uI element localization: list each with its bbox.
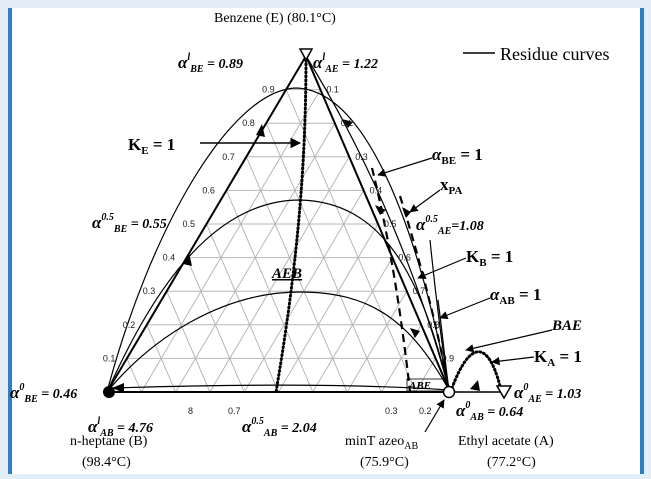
xpa-arrow	[409, 189, 441, 213]
ke-label: KE = 1	[128, 135, 175, 157]
ethyl-acetate-vertex-marker	[495, 385, 513, 400]
residue-curve-bottom	[111, 384, 450, 391]
tick-label-bottom: 0.2	[419, 406, 432, 416]
arrow-curve-2	[375, 205, 386, 215]
tick-label-left: 0.8	[242, 118, 255, 128]
legend-label: Residue curves	[500, 44, 609, 64]
bae-label: BAE	[551, 318, 582, 334]
tick-label-left: 0.1	[103, 353, 116, 363]
tick-label-left: 0.9	[262, 85, 275, 95]
tick-labels: 0.1 0.2 0.3 0.4 0.5 0.6 0.7 0.8 0.9 0.9 0.8 0.7 0.6 0…	[103, 85, 454, 416]
grid-line	[278, 223, 379, 392]
grid-line	[166, 291, 211, 392]
benzene-vertex-label: Benzene (E) (80.1°C)	[214, 11, 336, 26]
tick-label-right: 0.8	[427, 320, 440, 330]
tick-label-right: 0.4	[370, 185, 383, 195]
arrow-left-edge-upper	[256, 124, 265, 137]
arrow-curve-1	[342, 119, 353, 128]
arrow-ka	[470, 380, 480, 391]
alpha-ab-1-label: αAB = 1	[490, 285, 541, 307]
alpha-labels: αlBE = 0.89 αlAE = 1.22 α0.5BE = 0.55 α0BE …	[10, 52, 581, 439]
azeotrope-marker	[442, 385, 456, 399]
tick-label-right: 0.1	[326, 85, 339, 95]
azeotrope-temp-label: (75.9°C)	[360, 455, 409, 470]
figure-panel	[8, 8, 644, 474]
ka-label: KA = 1	[534, 347, 582, 369]
abe-region-box	[406, 378, 448, 392]
tick-label-left: 0.4	[163, 253, 176, 263]
tick-label-left: 0.2	[123, 320, 136, 330]
grid-line	[175, 122, 336, 392]
kb-arrow	[417, 257, 467, 279]
abe-region-label: ABE	[408, 380, 431, 392]
azeo-arrow	[424, 399, 445, 433]
grid-line	[209, 156, 350, 392]
tick-label-right: 0.7	[413, 286, 426, 296]
bae-arrow	[465, 329, 553, 353]
alpha-be-1-arrow	[377, 157, 433, 177]
grid-line	[285, 89, 417, 392]
grid-line	[140, 89, 321, 392]
heptane-vertex-marker	[103, 386, 115, 398]
tick-label-right: 0.3	[355, 152, 368, 162]
ethyl-acetate-temp-label: (77.2°C)	[487, 455, 536, 470]
arrow-bottom	[112, 383, 124, 393]
tick-label-bottom: 0.3	[385, 406, 398, 416]
residue-curve-3	[106, 291, 450, 393]
alpha-label-top-left: αlBE = 0.89	[178, 52, 243, 75]
alpha-label-left-mid: α0.5BE = 0.55	[92, 212, 167, 235]
alpha-label-bottom-left: αlAB = 4.76	[88, 416, 153, 439]
kb-label: KB = 1	[466, 247, 513, 269]
arrow-left-edge-mid	[183, 253, 192, 266]
ka-arrow	[491, 356, 535, 366]
tick-label-right: 0.5	[384, 219, 397, 229]
grid-line	[415, 358, 437, 392]
tick-label-left: 0.7	[222, 152, 235, 162]
heptane-name-label: n-heptane (B)	[70, 434, 148, 449]
triangle-outline	[105, 53, 452, 393]
tick-label-left: 0.6	[202, 185, 215, 195]
tick-label-left: 0.5	[183, 219, 196, 229]
residue-curve-1	[106, 87, 450, 393]
grid-line	[245, 156, 348, 392]
grid-line	[126, 358, 142, 392]
alpha-ab-1-arrow	[439, 297, 491, 320]
alpha-be-boundary-dashed	[370, 167, 412, 393]
residue-curve-near-azeo-2	[437, 299, 450, 391]
tick-label-right: 0.9	[442, 353, 455, 363]
alpha-label-right-mid: α0.5AE=1.08	[416, 214, 484, 237]
alpha-label-top-right: αlAE = 1.22	[313, 52, 378, 75]
azeotrope-name: minT azeo	[345, 434, 404, 449]
grid-line	[206, 223, 279, 392]
tick-label-right: 0.6	[398, 253, 411, 263]
azeotrope-name-label: minT azeoAB	[345, 434, 418, 452]
alpha-label-bottom-azeo: α0AB = 0.64	[456, 400, 523, 423]
ke-boundary-dotted	[274, 54, 308, 394]
azeotrope-sub: AB	[404, 441, 418, 452]
xpa-label: xPA	[440, 175, 462, 197]
curve-arrows	[112, 119, 480, 393]
alpha-label-bottom-mid: α0.5AB = 2.04	[242, 416, 317, 439]
grid-line	[265, 123, 382, 392]
alpha-label-right-bottom: α0AE = 1.03	[514, 382, 581, 405]
heptane-temp-label: (98.4°C)	[82, 455, 131, 470]
ternary-grid	[126, 89, 437, 392]
grid-line	[346, 290, 408, 392]
alpha-be-1-label: αBE = 1	[432, 145, 483, 167]
ethyl-acetate-name-label: Ethyl acetate (A)	[458, 434, 554, 449]
arrow-curve-3	[410, 328, 420, 338]
tick-label-left: 0.3	[143, 286, 156, 296]
tick-label-bottom: 8	[188, 406, 193, 416]
tick-label-right: 0.2	[341, 118, 354, 128]
aeb-region-label: AEB	[271, 266, 302, 282]
benzene-vertex-marker	[298, 48, 314, 62]
alpha-label-left-bottom: α0BE = 0.46	[10, 382, 77, 405]
annotations: KE = 1 αBE = 1 xPA KB = 1 αAB = 1 BAE KA…	[128, 135, 582, 433]
tick-label-bottom: 0.7	[228, 406, 241, 416]
ka-boundary-dotted	[450, 350, 502, 390]
